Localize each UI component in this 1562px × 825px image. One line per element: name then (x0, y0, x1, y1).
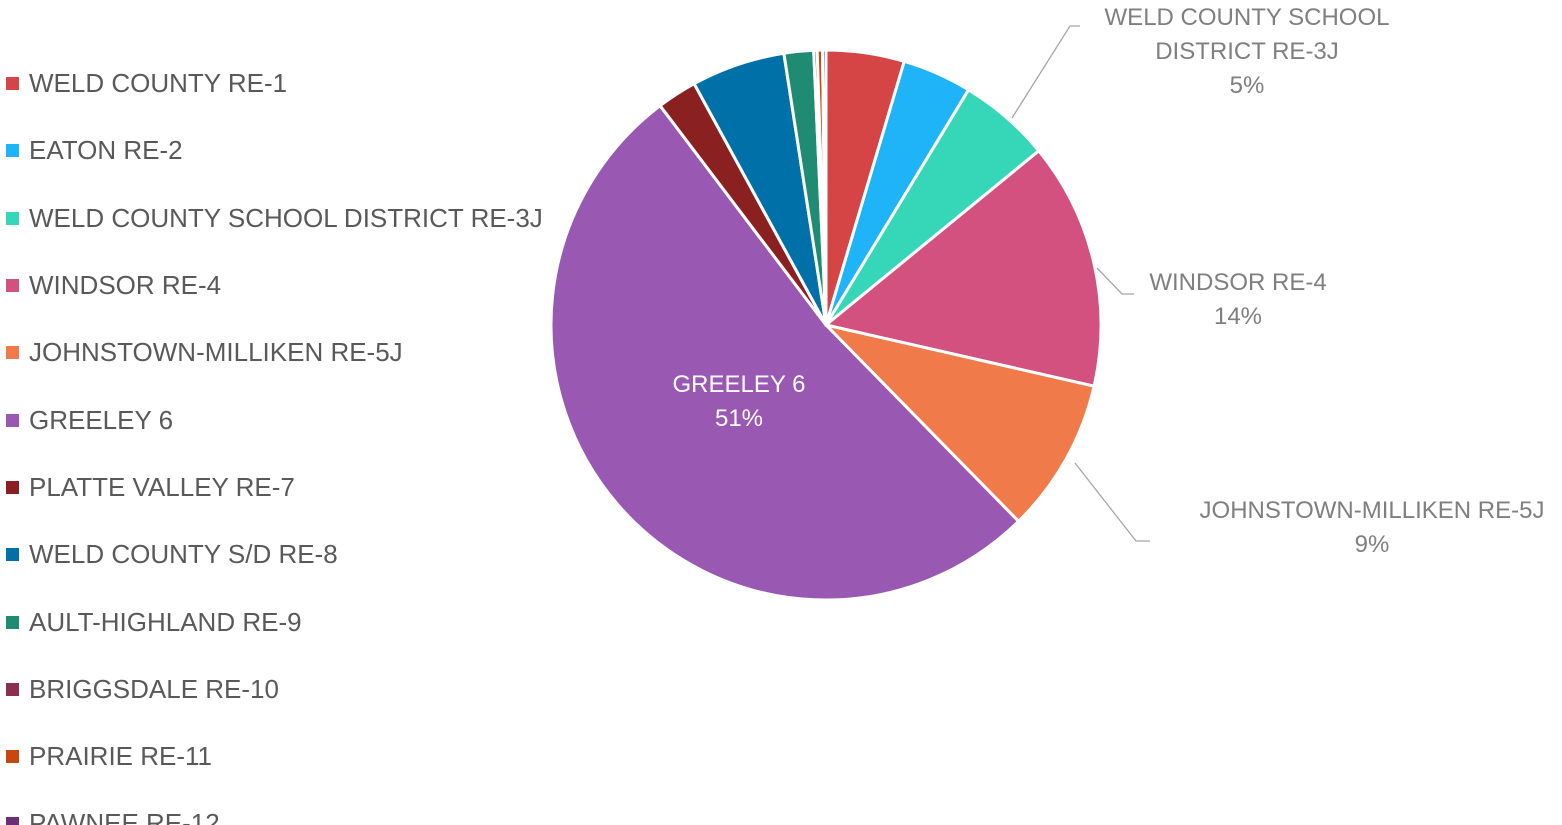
legend-item-prairie-re-11: PRAIRIE RE-11 (6, 723, 566, 790)
legend-label: EATON RE-2 (29, 135, 183, 166)
legend-label: PAWNEE RE-12 (29, 808, 220, 825)
data-label-johnstown-milliken-re-5j: JOHNSTOWN-MILLIKEN RE-5J 9% (1200, 497, 1545, 558)
legend-label: WELD COUNTY S/D RE-8 (29, 539, 338, 570)
data-label-percent: 14% (1214, 303, 1262, 330)
legend-swatch (6, 77, 19, 91)
legend-swatch (6, 548, 19, 562)
legend: WELD COUNTY RE-1 EATON RE-2 WELD COUNTY SC… (6, 50, 566, 825)
data-label-name: DISTRICT RE-3J (1155, 38, 1339, 65)
data-label-windsor-re-4: WINDSOR RE-4 14% (1149, 269, 1326, 330)
legend-swatch (6, 144, 19, 158)
data-label-weld-county-school-district-re-3j: WELD COUNTY SCHOOL DISTRICT RE-3J 5% (1105, 4, 1390, 99)
legend-label: PLATTE VALLEY RE-7 (29, 471, 295, 502)
leader-line-weld-county-school-district-re-3j (1011, 25, 1080, 119)
data-label-name: JOHNSTOWN-MILLIKEN RE-5J (1200, 497, 1545, 524)
data-label-percent: 9% (1355, 531, 1390, 558)
legend-swatch (6, 480, 19, 494)
legend-item-weld-county-s-d-re-8: WELD COUNTY S/D RE-8 (6, 521, 566, 588)
legend-swatch (6, 615, 19, 629)
leader-lines (1011, 25, 1150, 542)
legend-label: JOHNSTOWN-MILLIKEN RE-5J (29, 337, 403, 368)
legend-label: WINDSOR RE-4 (29, 270, 222, 301)
leader-line-johnstown-milliken-re-5j (1074, 462, 1150, 542)
legend-item-pawnee-re-12: PAWNEE RE-12 (6, 790, 566, 825)
legend-swatch (6, 346, 19, 360)
legend-label: GREELEY 6 (29, 404, 174, 435)
data-label-name: WELD COUNTY SCHOOL (1105, 4, 1390, 31)
legend-swatch (6, 750, 19, 764)
legend-item-weld-county-school-district-re-3j: WELD COUNTY SCHOOL DISTRICT RE-3J (6, 185, 566, 252)
legend-item-eaton-re-2: EATON RE-2 (6, 117, 566, 184)
slice-greeley-6 (549, 104, 1021, 602)
legend-item-greeley-6: GREELEY 6 (6, 386, 566, 453)
data-labels: WELD COUNTY SCHOOL DISTRICT RE-3J 5% WINDSO… (673, 4, 1545, 558)
slice-johnstown-milliken-re-5j (824, 323, 1096, 523)
legend-swatch (6, 211, 19, 225)
pie-slices (549, 48, 1103, 602)
legend-label: BRIGGSDALE RE-10 (29, 673, 279, 704)
data-label-percent: 51% (715, 405, 763, 432)
data-label-name: WINDSOR RE-4 (1149, 269, 1326, 296)
legend-item-briggsdale-re-10: BRIGGSDALE RE-10 (6, 656, 566, 723)
legend-swatch (6, 279, 19, 293)
legend-swatch (6, 682, 19, 696)
legend-label: AULT-HIGHLAND RE-9 (29, 606, 302, 637)
data-label-name: GREELEY 6 (673, 371, 806, 398)
legend-item-ault-highland-re-9: AULT-HIGHLAND RE-9 (6, 588, 566, 655)
legend-label: PRAIRIE RE-11 (29, 741, 213, 772)
legend-item-weld-county-re-1: WELD COUNTY RE-1 (6, 50, 566, 117)
slice-windsor-re-4 (824, 149, 1103, 388)
slice-pawnee-re-12 (820, 48, 828, 327)
legend-item-platte-valley-re-7: PLATTE VALLEY RE-7 (6, 454, 566, 521)
legend-swatch (6, 817, 19, 825)
data-label-percent: 5% (1230, 72, 1265, 99)
legend-label: WELD COUNTY RE-1 (29, 68, 288, 99)
leader-line-windsor-re-4 (1096, 267, 1134, 295)
legend-swatch (6, 413, 19, 427)
legend-item-johnstown-milliken-re-5j: JOHNSTOWN-MILLIKEN RE-5J (6, 319, 566, 386)
legend-item-windsor-re-4: WINDSOR RE-4 (6, 252, 566, 319)
data-label-greeley-6: GREELEY 6 51% (673, 371, 806, 432)
legend-label: WELD COUNTY SCHOOL DISTRICT RE-3J (29, 202, 543, 233)
